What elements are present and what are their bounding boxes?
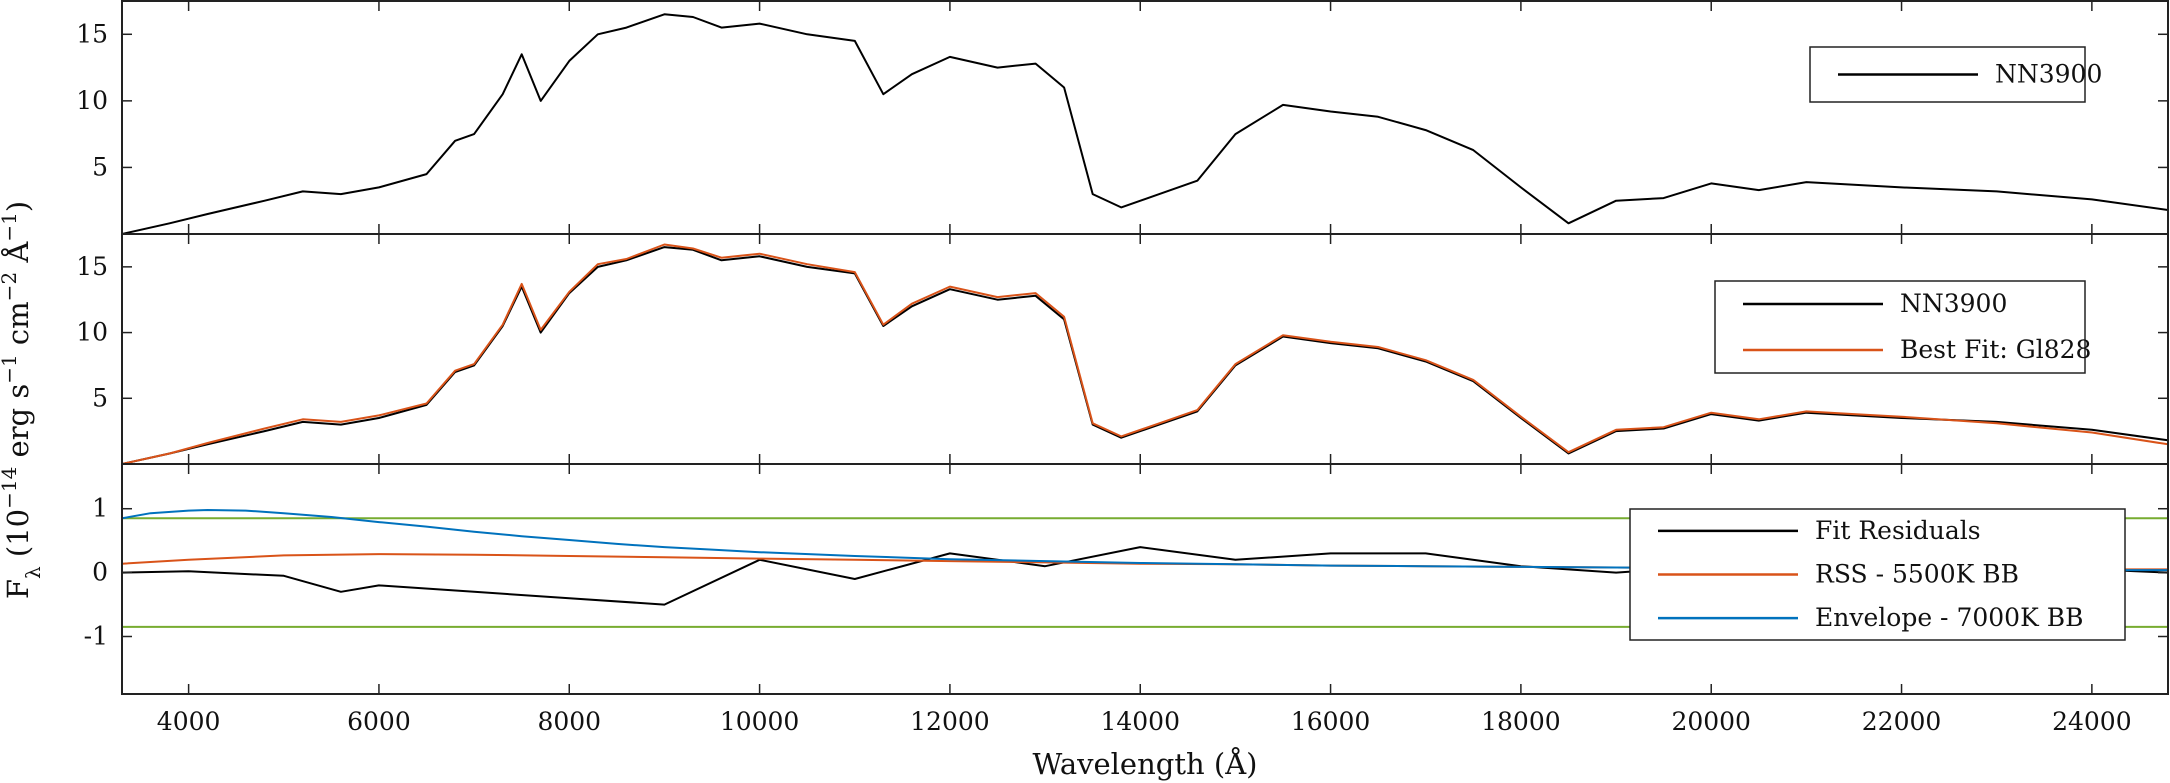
legend-label: NN3900: [1900, 289, 2007, 318]
x-tick-label: 8000: [537, 707, 601, 736]
x-axis-title: Wavelength (Å): [1033, 746, 1258, 781]
y-axis-title: Fλ (10−14 erg s−1 cm−2 Å−1): [0, 201, 45, 599]
plot-frame: [121, 463, 2169, 695]
y-tick-label: 0: [92, 558, 108, 587]
y-tick-label: 10: [76, 318, 108, 347]
x-tick-label: 18000: [1481, 707, 1561, 736]
series-line-0-0: [122, 13, 2168, 234]
panel-bottom: -1 0 1 Fit Residuals RSS - 5500K BB Envelope …: [84, 463, 2169, 695]
x-tick-label: 10000: [720, 707, 800, 736]
y-tick-label: 5: [92, 383, 108, 412]
x-tick-label: 24000: [2052, 707, 2132, 736]
legend-label: Fit Residuals: [1815, 516, 1981, 545]
y-tick-label: -1: [84, 622, 108, 651]
y-tick-label: 5: [92, 152, 108, 181]
panel-middle: 5 10 15 NN3900 Best Fit: Gl828: [76, 233, 2169, 465]
series-line-1-1: [122, 243, 2168, 464]
legend: NN3900 Best Fit: Gl828: [1714, 280, 2091, 374]
y-tick-label: 10: [76, 86, 108, 115]
legend: NN3900: [1809, 46, 2102, 103]
x-tick-label: 14000: [1100, 707, 1180, 736]
x-tick-label: 6000: [347, 707, 411, 736]
series-line-1-0: [122, 246, 2168, 464]
x-tick-label: 20000: [1671, 707, 1751, 736]
x-tick-label: 4000: [157, 707, 221, 736]
y-tick-label: 1: [92, 494, 108, 523]
legend-box: [1714, 280, 2086, 374]
legend-label: Best Fit: Gl828: [1900, 335, 2091, 364]
x-tick-label: 16000: [1291, 707, 1371, 736]
legend-label: NN3900: [1995, 60, 2102, 89]
y-tick-label: 15: [76, 19, 108, 48]
panel-top: 5 10 15 NN3900: [76, 0, 2169, 235]
x-tick-label: 22000: [1862, 707, 1942, 736]
legend: Fit Residuals RSS - 5500K BB Envelope - 70…: [1629, 508, 2126, 641]
legend-label: Envelope - 7000K BB: [1815, 603, 2083, 632]
y-tick-label: 15: [76, 252, 108, 281]
x-tick-label: 12000: [910, 707, 990, 736]
legend-label: RSS - 5500K BB: [1815, 560, 2019, 589]
